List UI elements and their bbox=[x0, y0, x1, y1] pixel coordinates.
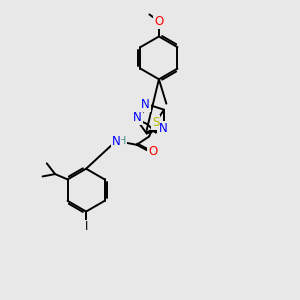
Text: I: I bbox=[84, 220, 88, 233]
Text: H: H bbox=[118, 136, 126, 146]
Text: N: N bbox=[141, 98, 150, 111]
Text: O: O bbox=[148, 145, 158, 158]
Text: O: O bbox=[154, 15, 164, 28]
Text: S: S bbox=[152, 116, 159, 129]
Text: N: N bbox=[133, 111, 142, 124]
Text: N: N bbox=[112, 135, 120, 148]
Text: N: N bbox=[158, 122, 167, 135]
